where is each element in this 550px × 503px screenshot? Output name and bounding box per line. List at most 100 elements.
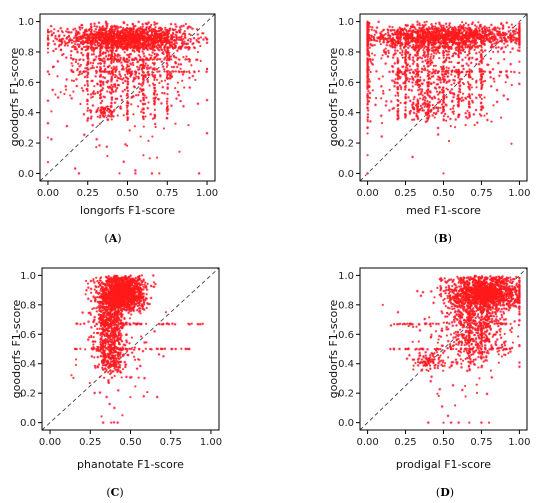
data-point [117,45,121,48]
data-point [134,57,138,60]
data-point [80,24,84,27]
data-point [142,79,145,82]
data-point [195,58,198,61]
data-point [86,103,89,106]
data-point [169,76,172,80]
data-point [79,28,82,31]
data-point [140,27,144,31]
data-point [162,50,165,54]
data-point [138,39,141,42]
data-point [72,79,75,82]
data-point [96,115,99,118]
data-point [81,39,84,42]
data-point [92,53,95,56]
data-point [83,133,86,136]
data-point [82,113,86,116]
data-point [162,52,165,56]
data-point [155,68,158,71]
data-point [126,27,129,30]
data-point [170,65,173,69]
data-point [70,50,73,53]
data-point [155,58,159,61]
data-point [99,92,102,95]
data-point [115,49,118,52]
data-point [95,31,98,34]
data-point [147,45,150,48]
data-point [76,37,79,41]
data-point [110,31,113,34]
data-point [192,37,196,40]
data-point [73,42,77,46]
data-point [76,43,79,46]
data-point [146,58,149,61]
data-point [195,38,198,42]
data-point [134,94,138,97]
data-point [94,35,97,38]
data-point [87,54,90,57]
data-point [184,22,187,26]
data-point [106,40,109,43]
data-point [123,88,127,91]
data-point [54,34,57,38]
data-point [173,35,176,39]
data-point [86,83,89,86]
data-point [103,64,106,68]
data-point [95,146,98,149]
data-point [132,113,135,116]
data-point [159,34,162,37]
data-point [46,28,50,31]
data-point [186,42,190,45]
data-point [144,62,147,65]
data-point [118,70,121,73]
data-point [86,76,89,79]
data-point [151,58,154,61]
data-point [86,109,89,112]
data-point [99,101,103,105]
data-point [81,26,84,30]
data-point [54,37,57,40]
data-point [76,31,79,34]
data-point [144,74,147,77]
data-point [163,68,166,71]
data-point [106,90,109,93]
data-point [71,64,74,67]
data-point [142,38,145,41]
data-point [125,70,128,73]
data-point [147,72,150,75]
data-point [110,87,114,91]
data-point [163,36,167,39]
data-point [105,80,108,83]
data-point [187,124,190,127]
data-point [174,122,177,125]
data-point [86,41,89,45]
data-point [153,67,156,70]
data-point [95,55,98,58]
data-point [83,70,86,73]
data-point [65,30,68,33]
data-point [90,31,93,34]
data-point [75,48,78,51]
data-point [171,28,174,31]
data-point [199,44,202,48]
data-point [121,90,124,93]
data-point [46,70,50,73]
data-point [186,58,189,61]
data-point [175,34,178,38]
data-point [119,46,123,49]
data-point [116,114,119,117]
data-point [86,89,89,92]
data-point [79,58,82,61]
data-point [137,76,140,79]
data-point [166,63,169,67]
data-point [94,32,97,36]
data-point [159,26,162,30]
data-point [158,49,161,52]
data-point [156,156,159,159]
data-point [133,125,136,128]
data-point [110,115,113,118]
data-point [155,46,159,49]
data-point [107,86,110,89]
data-point [121,43,124,46]
data-point [161,41,165,44]
data-point [92,50,95,53]
